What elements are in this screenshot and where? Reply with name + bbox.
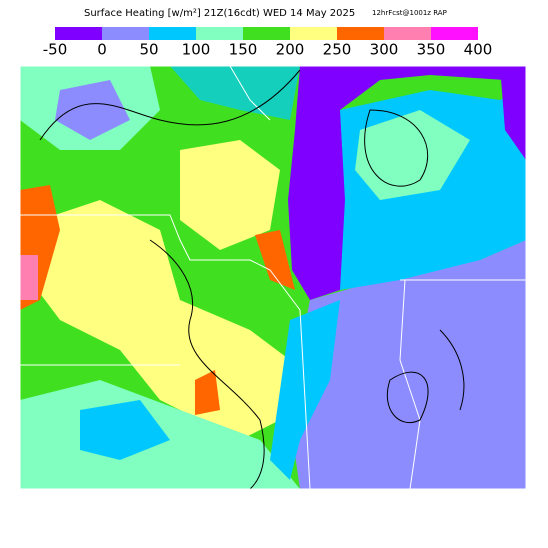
borders	[20, 65, 526, 490]
field-orange	[255, 230, 295, 290]
field-pink	[20, 255, 38, 300]
colorbar-label: 150	[229, 41, 258, 59]
field-cyan	[270, 300, 340, 480]
contours	[39, 69, 465, 490]
colorbar-box	[102, 27, 149, 40]
field-orange	[195, 370, 220, 415]
colorbar: -50 0 50 100 150 200 250 300 350 400	[43, 27, 493, 59]
field-cyan	[80, 400, 170, 460]
map	[20, 65, 526, 490]
field-lavender	[55, 80, 130, 140]
field-lavender	[290, 240, 526, 489]
title: Surface Heating [w/m²] 21Z(16cdt) WED 14…	[84, 8, 355, 19]
colorbar-label: 350	[417, 41, 446, 59]
map-frame	[19, 65, 527, 490]
colorbar-label: -50	[43, 41, 68, 59]
colorbar-label: 250	[323, 41, 352, 59]
colorbar-box	[384, 27, 431, 40]
field-yellow	[180, 140, 280, 250]
colorbar-label: 300	[370, 41, 399, 59]
colorbar-box	[55, 27, 102, 40]
subtitle: 12hrFcst@1001z RAP	[372, 9, 447, 17]
colorbar-label: 400	[464, 41, 493, 59]
colorbar-box	[149, 27, 196, 40]
colorbar-label: 0	[97, 41, 107, 59]
lake-michigan	[288, 66, 526, 300]
colorbar-box	[243, 27, 290, 40]
lake-huron	[500, 66, 526, 160]
field-aqua	[355, 110, 470, 200]
field-yellow	[30, 200, 300, 440]
colorbar-box	[431, 27, 478, 40]
field-cyan	[170, 66, 300, 120]
colorbar-label: 50	[139, 41, 158, 59]
colorbar-box	[290, 27, 337, 40]
colorbar-label: 100	[182, 41, 211, 59]
colorbar-label: 200	[276, 41, 305, 59]
colorbar-box	[196, 27, 243, 40]
colorbar-box	[337, 27, 384, 40]
